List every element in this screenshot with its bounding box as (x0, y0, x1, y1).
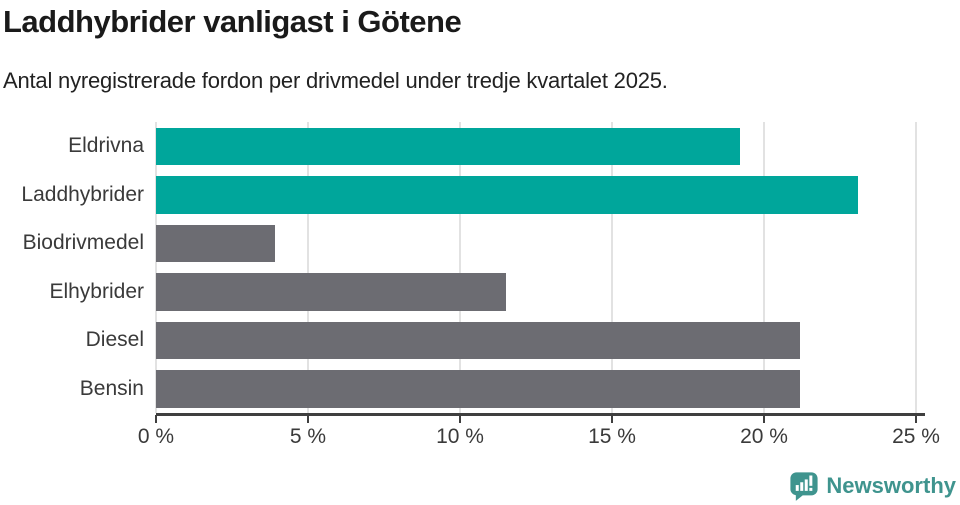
x-axis-tick (611, 415, 613, 423)
category-label: Diesel (85, 328, 144, 352)
bar-track (156, 321, 916, 359)
chart-row: Biodrivmedel (0, 219, 960, 268)
x-axis-tick-label: 20 % (740, 425, 788, 448)
chart-subtitle: Antal nyregistrerade fordon per drivmede… (3, 68, 668, 93)
page-title: Laddhybrider vanligast i Götene (3, 4, 462, 39)
bar-track (156, 127, 916, 165)
x-axis-tick (915, 415, 917, 423)
bar-track (156, 224, 916, 262)
gridline (611, 122, 613, 413)
x-axis-tick-label: 5 % (289, 425, 327, 448)
gridline (763, 122, 765, 413)
category-label: Eldrivna (68, 134, 144, 158)
chart-row: Laddhybrider (0, 171, 960, 220)
chart-row: Diesel (0, 316, 960, 365)
x-axis-tick-label: 10 % (436, 425, 484, 448)
bar-bensin (156, 370, 801, 408)
category-label: Bensin (79, 376, 144, 400)
bar-track (156, 370, 916, 408)
plot-area (155, 122, 917, 413)
bar-eldrivna (156, 127, 740, 165)
bar-elhybrider (156, 273, 506, 311)
gridline (307, 122, 309, 413)
x-axis-tick (763, 415, 765, 423)
x-axis-tick-label: 0 % (137, 425, 175, 448)
x-axis-tick-label: 15 % (588, 425, 636, 448)
bar-chart: Eldrivna Laddhybrider Biodrivmedel Elhybrid… (0, 122, 960, 413)
x-axis: 0 % 5 % 10 % 15 % 20 % 25 % (138, 413, 940, 453)
bar-laddhybrider (156, 176, 859, 214)
chart-row: Bensin (0, 365, 960, 414)
x-axis-tick (459, 415, 461, 423)
brand-name: Newsworthy (826, 473, 956, 498)
category-label: Laddhybrider (21, 182, 144, 206)
x-axis-tick (155, 415, 157, 423)
x-axis-line (156, 413, 925, 416)
newsworthy-speech-bubble-bar-chart-icon (790, 472, 818, 501)
x-axis-tick-label: 25 % (892, 425, 940, 448)
chart-row: Elhybrider (0, 268, 960, 317)
gridline (915, 122, 917, 413)
bar-diesel (156, 321, 801, 359)
category-label: Elhybrider (49, 279, 144, 303)
category-label: Biodrivmedel (22, 231, 144, 255)
bar-biodrivmedel (156, 224, 275, 262)
chart-row: Eldrivna (0, 122, 960, 171)
newsworthy-logo: Newsworthy (789, 471, 956, 501)
gridline (155, 122, 157, 413)
bar-track (156, 273, 916, 311)
gridline (459, 122, 461, 413)
bar-track (156, 176, 916, 214)
x-axis-tick (307, 415, 309, 423)
